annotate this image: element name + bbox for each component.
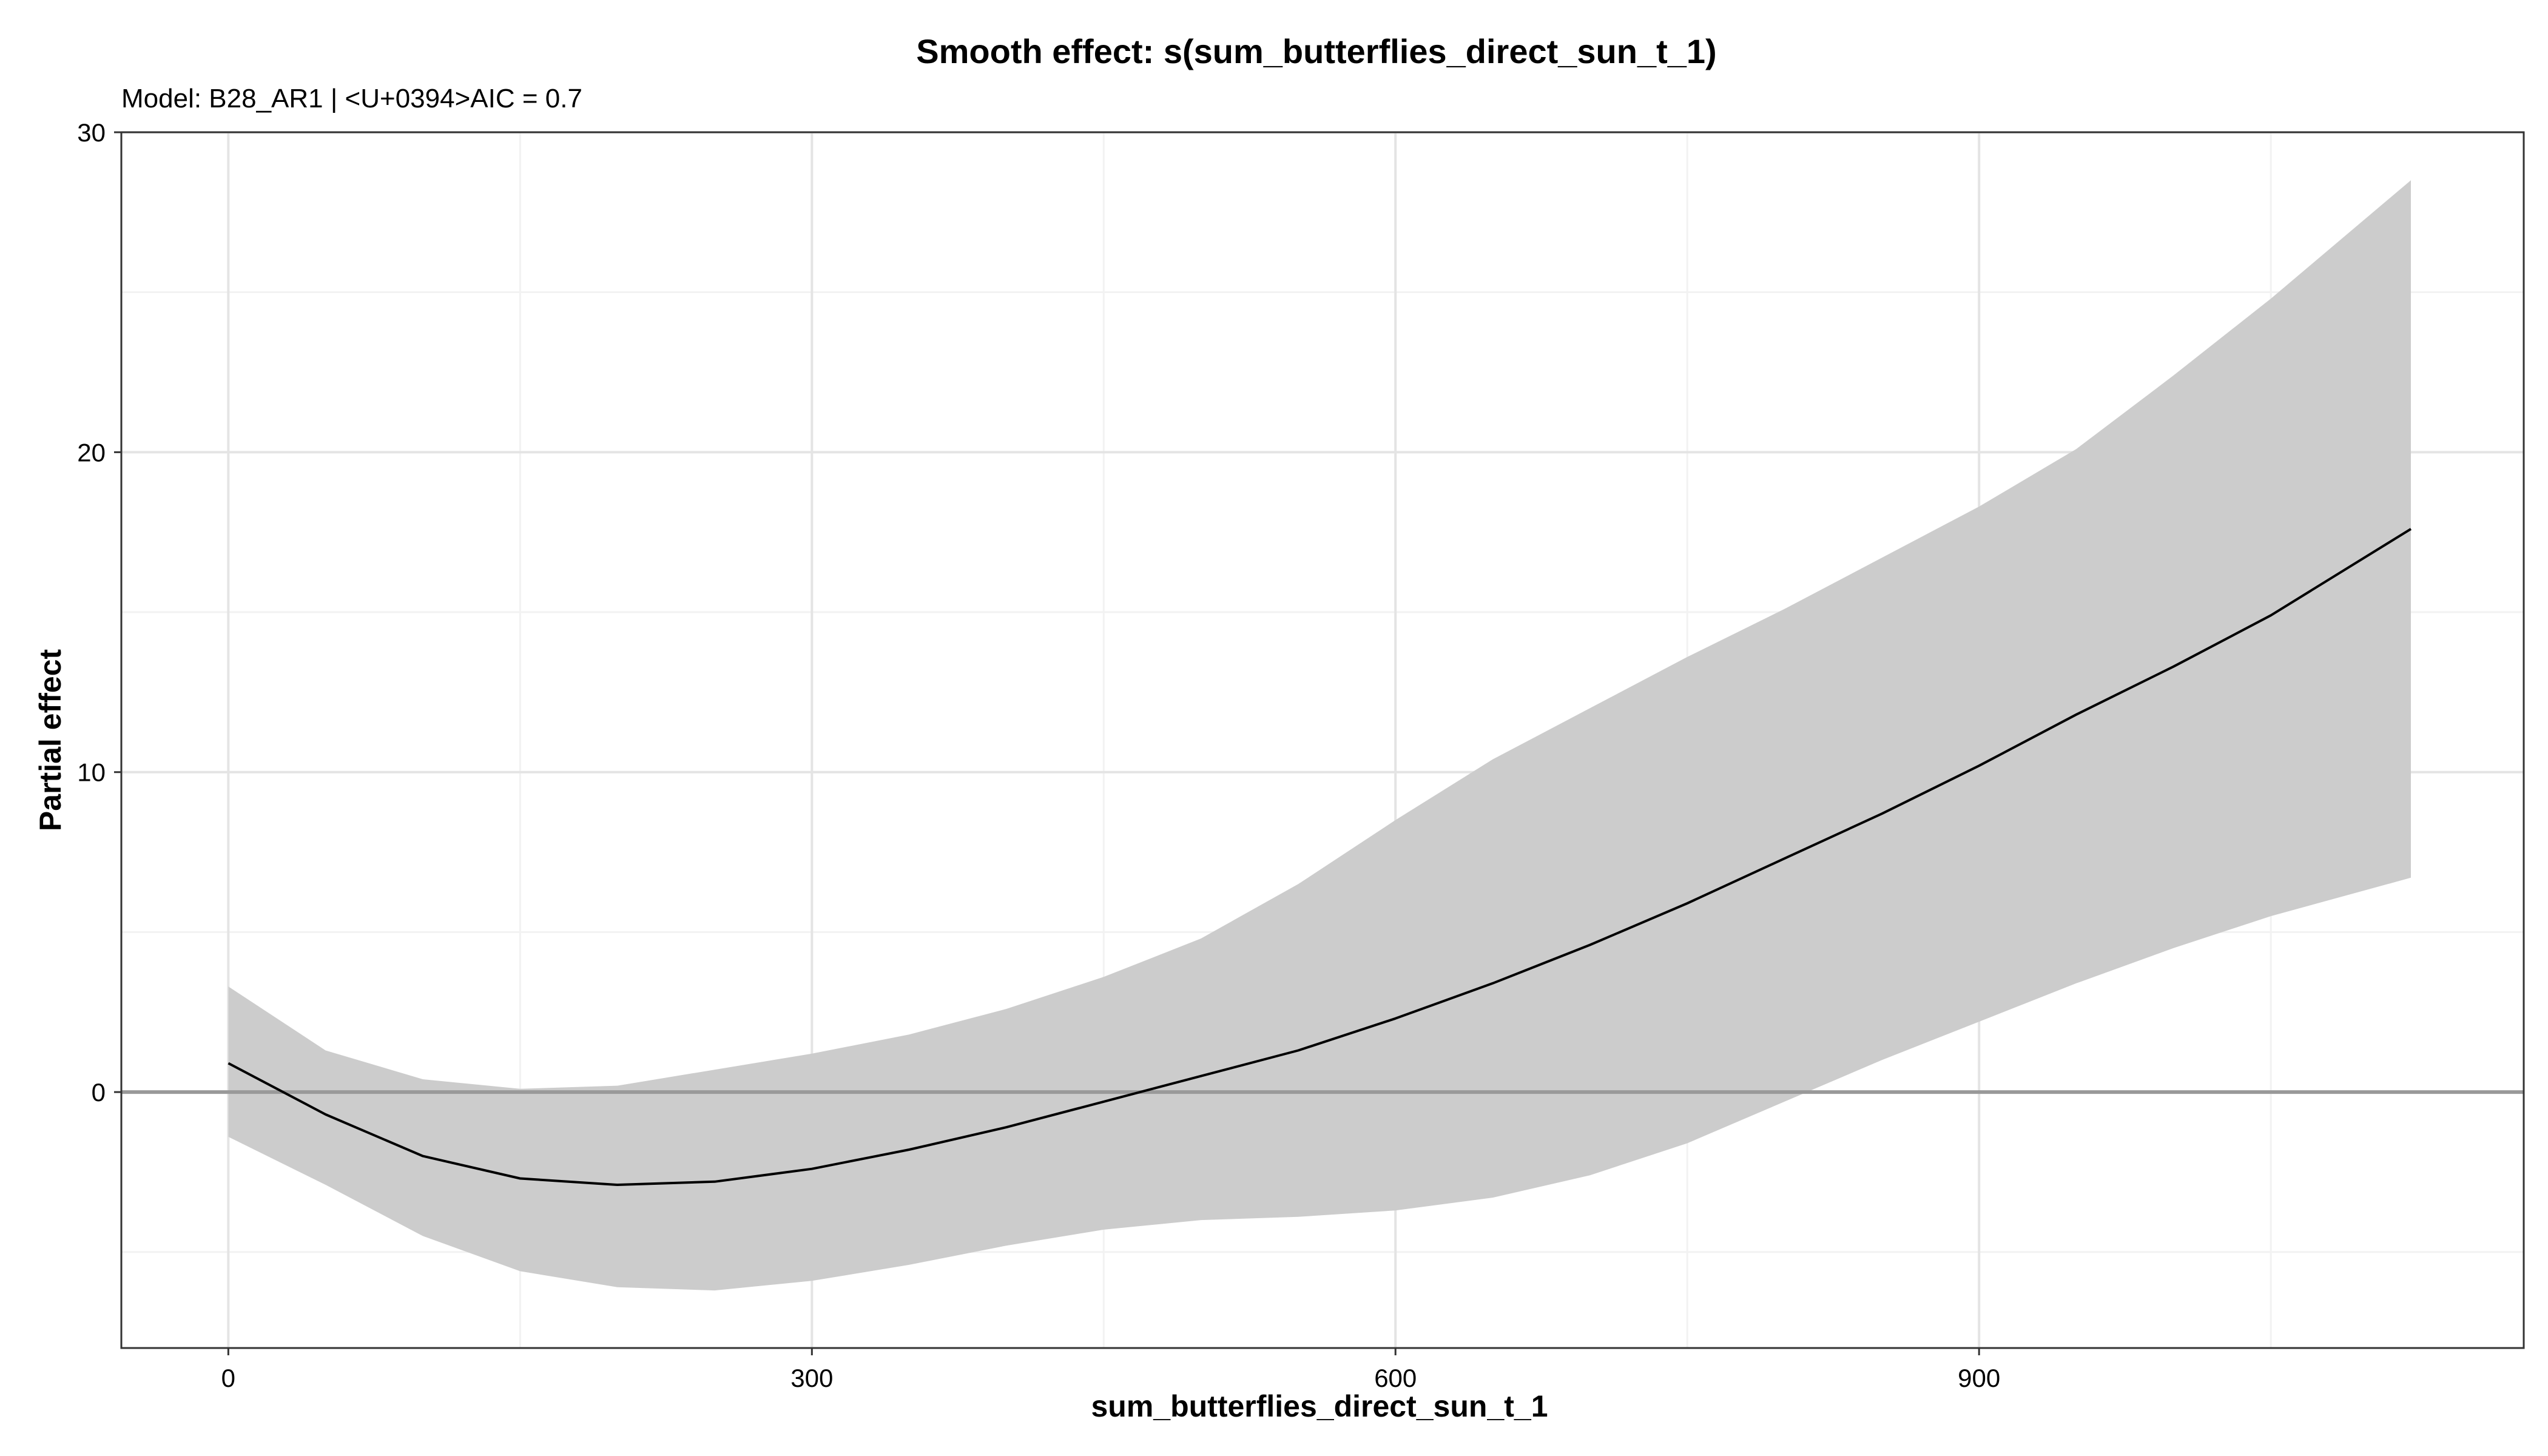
x-tick-label: 600 xyxy=(1374,1364,1417,1392)
smooth-line-layer xyxy=(228,528,2412,1186)
x-axis-ticks: 0 300 600 900 xyxy=(221,1348,2000,1392)
y-axis-title: Partial effect xyxy=(33,649,67,831)
chart-title: Smooth effect: s(sum_butterflies_direct_… xyxy=(916,32,1716,70)
chart-subtitle: Model: B28_AR1 | <U+0394>AIC = 0.7 xyxy=(121,84,582,113)
y-tick-label: 20 xyxy=(77,438,106,467)
y-tick-label: 0 xyxy=(92,1078,106,1107)
x-tick-label: 300 xyxy=(790,1364,833,1392)
confidence-band xyxy=(228,180,2412,1291)
y-tick-label: 10 xyxy=(77,758,106,787)
confidence-band-layer xyxy=(228,180,2412,1291)
y-axis-ticks: 0 10 20 30 xyxy=(77,118,121,1107)
y-tick-label: 30 xyxy=(77,118,106,147)
x-tick-label: 0 xyxy=(221,1364,235,1392)
x-axis-title: sum_butterflies_direct_sun_t_1 xyxy=(1091,1389,1548,1423)
smooth-effect-line xyxy=(228,528,2412,1186)
panel-border xyxy=(120,131,2525,1349)
x-tick-label: 900 xyxy=(1958,1364,2000,1392)
